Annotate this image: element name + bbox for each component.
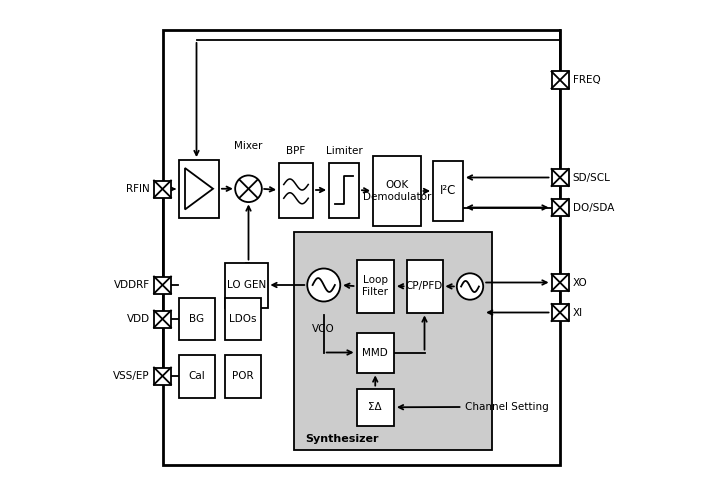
- Text: LDOs: LDOs: [229, 314, 257, 324]
- Text: Mixer: Mixer: [234, 142, 263, 152]
- Text: RFIN: RFIN: [126, 184, 150, 194]
- Bar: [329, 162, 359, 218]
- Bar: [154, 368, 171, 384]
- Text: XO: XO: [572, 278, 587, 287]
- Circle shape: [235, 176, 262, 202]
- Text: POR: POR: [232, 371, 253, 381]
- Bar: [179, 355, 215, 398]
- Bar: [552, 169, 569, 186]
- Bar: [179, 160, 219, 218]
- Bar: [356, 260, 394, 312]
- Bar: [552, 199, 569, 216]
- Bar: [356, 332, 394, 372]
- Bar: [373, 156, 420, 226]
- Text: Cal: Cal: [189, 371, 205, 381]
- Text: MMD: MMD: [362, 348, 388, 358]
- Text: DO/SDA: DO/SDA: [572, 202, 614, 212]
- Bar: [154, 310, 171, 328]
- Text: LO GEN: LO GEN: [226, 280, 266, 290]
- Text: BPF: BPF: [286, 146, 305, 156]
- Text: Loop
Filter: Loop Filter: [362, 276, 388, 297]
- Bar: [279, 162, 313, 218]
- Text: SD/SCL: SD/SCL: [572, 172, 611, 182]
- Bar: [163, 30, 560, 465]
- Bar: [179, 298, 215, 340]
- Polygon shape: [185, 168, 213, 209]
- Text: Synthesizer: Synthesizer: [305, 434, 378, 444]
- Text: VCO: VCO: [312, 324, 335, 334]
- Circle shape: [457, 274, 484, 299]
- Bar: [154, 276, 171, 293]
- Text: VDD: VDD: [127, 314, 150, 324]
- Circle shape: [307, 268, 340, 302]
- Text: Limiter: Limiter: [326, 146, 362, 156]
- Text: OOK
Demodulator: OOK Demodulator: [363, 180, 431, 202]
- Bar: [294, 232, 491, 450]
- Text: CP/PFD: CP/PFD: [406, 281, 443, 291]
- Text: I²C: I²C: [439, 184, 457, 198]
- Bar: [225, 262, 268, 308]
- Bar: [225, 298, 261, 340]
- Bar: [552, 72, 569, 88]
- Text: FREQ: FREQ: [572, 75, 600, 85]
- Bar: [407, 260, 442, 312]
- Bar: [552, 274, 569, 291]
- Bar: [433, 161, 463, 221]
- Bar: [154, 180, 171, 198]
- Text: ΣΔ: ΣΔ: [368, 402, 382, 412]
- Text: VDDRF: VDDRF: [114, 280, 150, 290]
- Text: Channel Setting: Channel Setting: [465, 402, 549, 412]
- Bar: [552, 304, 569, 321]
- Text: VSS/EP: VSS/EP: [114, 371, 150, 381]
- Bar: [356, 388, 394, 426]
- Bar: [225, 355, 261, 398]
- Text: XI: XI: [572, 308, 583, 318]
- Text: BG: BG: [190, 314, 204, 324]
